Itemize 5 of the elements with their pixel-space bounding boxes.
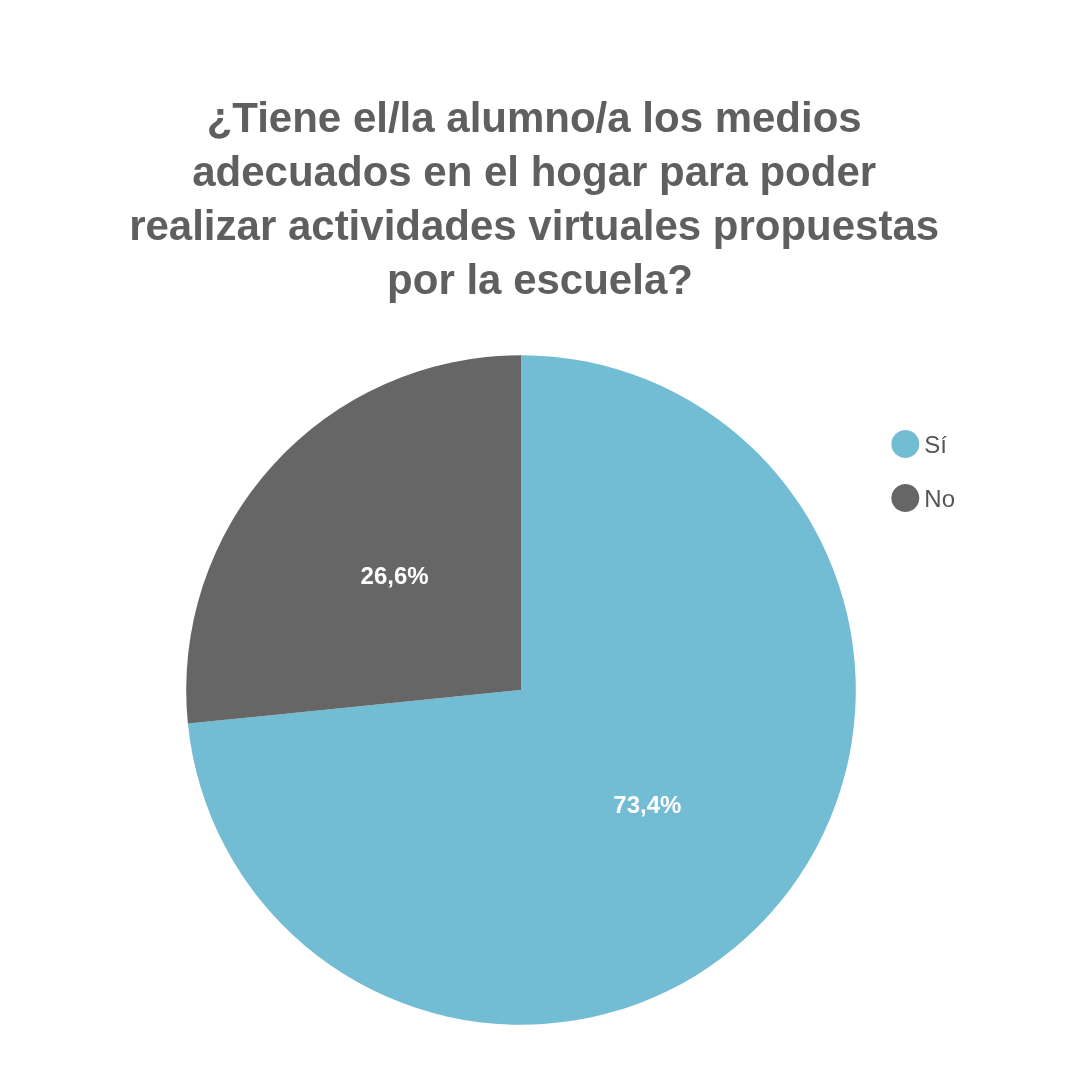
chart-title: ¿Tiene el/la alumno/a los medios adecuados en el hogar para poder realizar actividades virtuales propuestas por la escuela? bbox=[129, 93, 951, 303]
data-label: 26,6% bbox=[360, 562, 429, 590]
legend-label: No bbox=[924, 484, 956, 512]
data-label: 73,4% bbox=[613, 790, 682, 818]
legend-label: Sí bbox=[924, 430, 948, 458]
